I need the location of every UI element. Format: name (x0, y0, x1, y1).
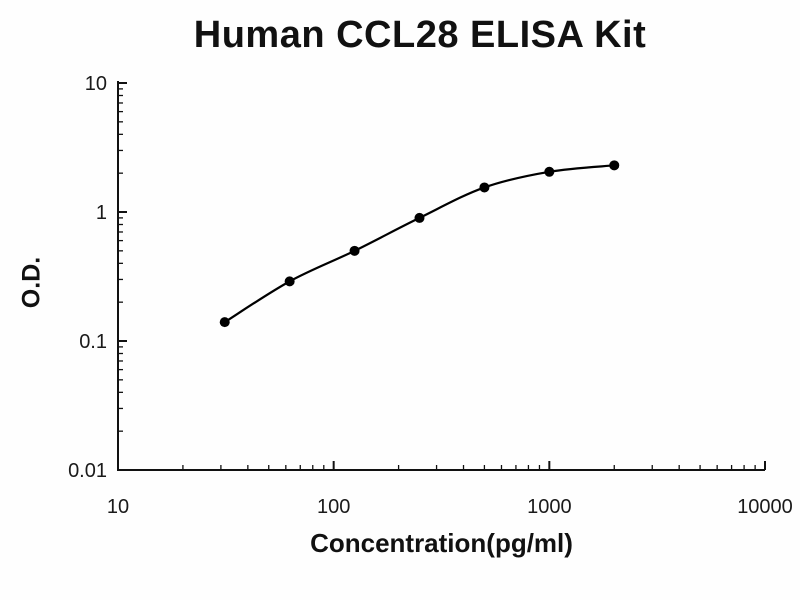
data-point-marker (349, 245, 360, 256)
y-tick-label: 10 (85, 73, 107, 95)
x-axis-title: Concentration(pg/ml) (310, 528, 573, 558)
data-point-marker (479, 182, 490, 193)
y-tick-label: 1 (96, 202, 107, 224)
data-point-marker (544, 166, 555, 177)
chart-title: Human CCL28 ELISA Kit (193, 14, 647, 56)
data-point-marker (609, 160, 620, 171)
x-tick-label: 100 (317, 496, 350, 518)
x-tick-label: 1000 (527, 496, 572, 518)
x-tick-label: 10000 (737, 496, 793, 518)
standard-curve-line (224, 164, 615, 324)
data-point-marker (414, 212, 425, 223)
y-tick-label: 0.1 (79, 331, 107, 353)
data-point-marker (284, 276, 295, 287)
y-tick-label: 0.01 (68, 460, 107, 482)
data-point-marker (219, 317, 230, 328)
x-tick-label: 10 (107, 496, 129, 518)
